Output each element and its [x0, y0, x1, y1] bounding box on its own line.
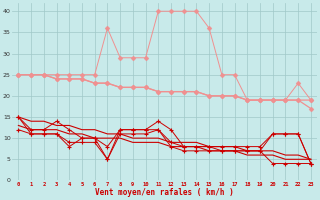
X-axis label: Vent moyen/en rafales ( km/h ): Vent moyen/en rafales ( km/h ) — [95, 188, 234, 197]
